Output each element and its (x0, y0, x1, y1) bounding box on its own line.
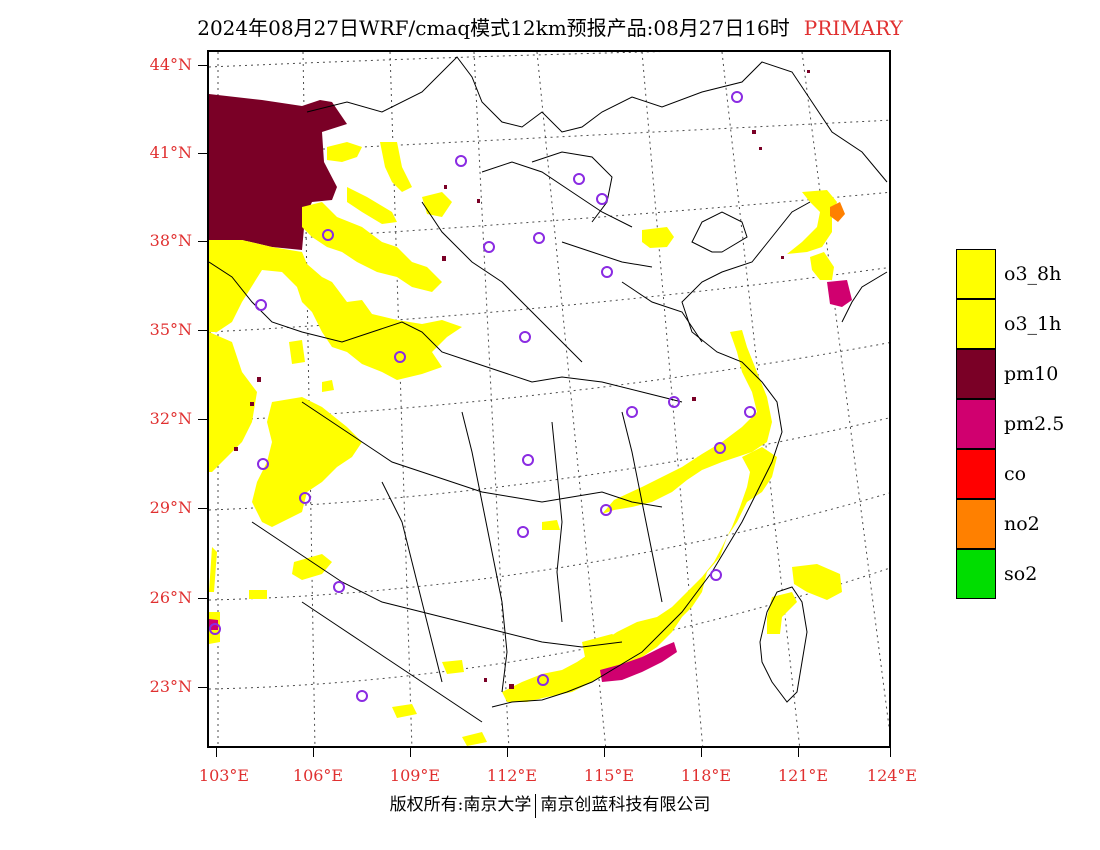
footer-left: 版权所有:南京大学 (389, 795, 532, 815)
lat-label-44: 44°N (149, 55, 192, 74)
legend-item-o3-8h: o3_8h (956, 249, 1064, 299)
legend-label: o3_1h (1004, 313, 1062, 335)
legend-item-so2: so2 (956, 549, 1064, 599)
legend: o3_8h o3_1h pm10 pm2.5 co no2 so2 (956, 249, 1064, 599)
footer-divider (535, 793, 537, 818)
legend-swatch (956, 299, 996, 349)
lat-tick (198, 419, 207, 420)
lon-label-109: 109°E (389, 766, 441, 785)
lat-tick (198, 598, 207, 599)
forecast-map[interactable] (207, 50, 891, 748)
pm25-regions (209, 280, 852, 682)
lon-tick (798, 748, 799, 757)
copyright-footer: 版权所有:南京大学 南京创蓝科技有限公司 (0, 790, 1100, 818)
legend-label: so2 (1004, 563, 1038, 585)
footer-right: 南京创蓝科技有限公司 (540, 795, 711, 815)
boundaries (209, 56, 888, 723)
map-canvas (209, 52, 889, 746)
lon-label-118: 118°E (680, 766, 732, 785)
station-markers (209, 91, 756, 702)
lat-tick (198, 65, 207, 66)
legend-item-no2: no2 (956, 499, 1064, 549)
title-text: 2024年08月27日WRF/cmaq模式12km预报产品:08月27日16时 (197, 16, 790, 40)
no2-spot (830, 202, 845, 222)
legend-swatch (956, 249, 996, 299)
map-title: 2024年08月27日WRF/cmaq模式12km预报产品:08月27日16时 P… (0, 12, 1100, 41)
lat-tick (198, 508, 207, 509)
lon-tick (216, 748, 217, 757)
lon-tick (890, 748, 891, 757)
lat-label-26: 26°N (149, 588, 192, 607)
legend-item-pm25: pm2.5 (956, 399, 1064, 449)
lat-label-35: 35°N (149, 320, 192, 339)
legend-swatch (956, 349, 996, 399)
lon-tick (604, 748, 605, 757)
lat-tick (198, 241, 207, 242)
lat-tick (198, 330, 207, 331)
pm10-region (209, 94, 347, 250)
lat-label-23: 23°N (149, 677, 192, 696)
legend-label: no2 (1004, 513, 1040, 535)
lon-label-106: 106°E (292, 766, 344, 785)
legend-label: pm2.5 (1004, 413, 1065, 435)
legend-label: pm10 (1004, 363, 1059, 385)
title-tag: PRIMARY (803, 16, 903, 40)
legend-swatch (956, 399, 996, 449)
lon-label-103: 103°E (198, 766, 250, 785)
legend-swatch (956, 449, 996, 499)
lon-label-112: 112°E (486, 766, 538, 785)
lon-label-115: 115°E (583, 766, 635, 785)
lat-label-32: 32°N (149, 409, 192, 428)
lon-tick (507, 748, 508, 757)
legend-item-co: co (956, 449, 1064, 499)
legend-swatch (956, 499, 996, 549)
lat-tick (198, 687, 207, 688)
lat-label-41: 41°N (149, 143, 192, 162)
lon-label-124: 124°E (866, 766, 918, 785)
lat-label-38: 38°N (149, 231, 192, 250)
lon-tick (701, 748, 702, 757)
pm10-dots (234, 70, 810, 689)
lat-tick (198, 153, 207, 154)
legend-item-pm10: pm10 (956, 349, 1064, 399)
legend-item-o3-1h: o3_1h (956, 299, 1064, 349)
lon-tick (410, 748, 411, 757)
o3-regions (209, 142, 842, 746)
legend-swatch (956, 549, 996, 599)
lon-tick (313, 748, 314, 757)
legend-label: co (1004, 463, 1027, 485)
legend-label: o3_8h (1004, 263, 1062, 285)
lat-label-29: 29°N (149, 498, 192, 517)
lon-label-121: 121°E (777, 766, 829, 785)
